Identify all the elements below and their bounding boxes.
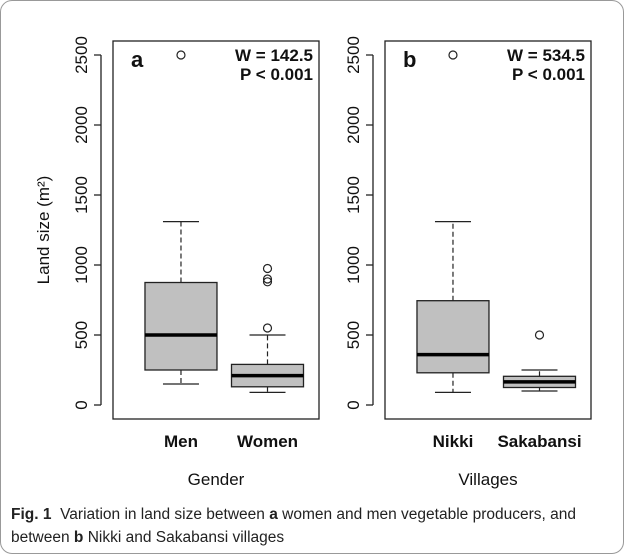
outlier (262, 323, 273, 333)
y-tick-label: 0 (72, 400, 91, 409)
annotation: P < 0.001 (240, 65, 313, 84)
x-axis-label: Villages (458, 470, 517, 489)
x-tick-label: Men (164, 432, 198, 451)
outlier (262, 263, 273, 274)
y-tick-label: 500 (72, 321, 91, 349)
x-tick-label: Nikki (433, 432, 474, 451)
outlier (262, 274, 273, 284)
y-tick-label: 2500 (72, 36, 91, 74)
x-tick-label: Sakabansi (497, 432, 581, 451)
caption-panel: a (269, 506, 278, 523)
panel-letter: b (403, 47, 416, 72)
outlier (262, 277, 273, 287)
box (416, 300, 490, 374)
caption: Fig. 1 Variation in land size between a … (11, 503, 611, 549)
caption-panel: b (73, 529, 84, 546)
y-tick-label: 1000 (344, 246, 363, 284)
outlier (534, 330, 545, 340)
outlier (176, 50, 186, 60)
chart: 0 500 1000 1500 2000 2500 Land size (m²) a W = 1… (34, 36, 592, 489)
y-tick-label: 2500 (344, 36, 363, 74)
annotation: W = 534.5 (507, 46, 585, 65)
y-tick-label: 1500 (72, 176, 91, 214)
x-axis-label: Gender (188, 470, 245, 489)
y-tick-label: 500 (344, 321, 363, 349)
y-axis-label: Land size (m²) (34, 176, 53, 285)
caption-text: Nikki and Sakabansi villages (87, 529, 285, 546)
y-tick-label: 2000 (344, 106, 363, 144)
caption-label: Fig. 1 (11, 506, 52, 523)
y-tick-label: 0 (344, 400, 363, 409)
plot-frame (384, 40, 592, 420)
outlier (448, 50, 458, 60)
plot-frame (112, 40, 320, 420)
y-tick-label: 2000 (72, 106, 91, 144)
annotation: P < 0.001 (512, 65, 585, 84)
caption-text: Variation in land size between (60, 506, 265, 523)
x-tick-label: Women (237, 432, 298, 451)
y-tick-label: 1500 (344, 176, 363, 214)
box (144, 281, 218, 371)
panel-letter: a (131, 47, 144, 72)
caption-text: women and men vegetable producers, and b… (11, 506, 576, 546)
y-tick-label: 1000 (72, 246, 91, 284)
annotation: W = 142.5 (235, 46, 313, 65)
